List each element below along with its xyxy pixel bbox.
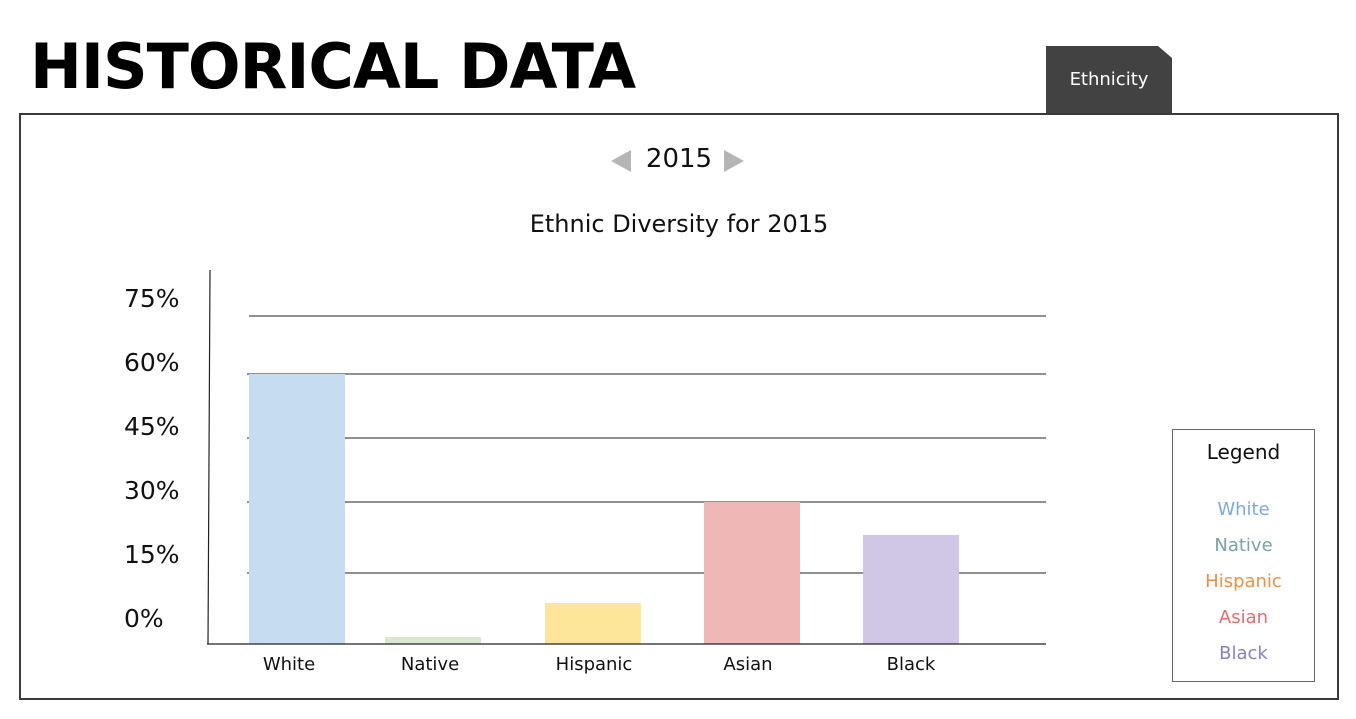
legend-list: White Native Hispanic Asian Black bbox=[1173, 492, 1314, 672]
previous-year-arrow-icon[interactable] bbox=[611, 150, 631, 172]
y-tick-label: 60% bbox=[124, 348, 180, 377]
legend-item-white: White bbox=[1217, 499, 1270, 520]
bar-black bbox=[863, 535, 959, 644]
year-navigator: 2015 bbox=[608, 142, 748, 178]
x-tick-label: Hispanic bbox=[556, 654, 633, 675]
legend-title: Legend bbox=[1206, 440, 1281, 464]
bars bbox=[249, 374, 959, 644]
bar-native bbox=[385, 637, 481, 644]
chart-title: Ethnic Diversity for 2015 bbox=[530, 210, 829, 238]
x-tick-label: Native bbox=[401, 654, 459, 675]
y-tick-label: 75% bbox=[124, 284, 180, 313]
chart-panel bbox=[19, 113, 1339, 700]
legend-item-hispanic: Hispanic bbox=[1205, 571, 1282, 592]
tab-ethnicity-label: Ethnicity bbox=[1069, 68, 1149, 90]
bar-white bbox=[249, 374, 345, 644]
y-tick-label: 0% bbox=[124, 604, 164, 633]
legend-item-black: Black bbox=[1219, 643, 1268, 664]
y-tick-labels: 75% 60% 45% 30% 15% 0% bbox=[124, 284, 180, 633]
x-tick-labels: White Native Hispanic Asian Black bbox=[263, 654, 936, 675]
year-label: 2015 bbox=[645, 144, 713, 174]
gridlines bbox=[247, 315, 1046, 574]
y-tick-label: 15% bbox=[124, 540, 180, 569]
bar-hispanic bbox=[545, 603, 641, 644]
tab-ethnicity[interactable]: Ethnicity bbox=[1046, 46, 1172, 114]
x-tick-label: White bbox=[263, 654, 315, 675]
legend-item-asian: Asian bbox=[1218, 607, 1269, 628]
next-year-arrow-icon[interactable] bbox=[724, 150, 744, 172]
y-tick-label: 30% bbox=[124, 476, 180, 505]
y-axis-line bbox=[207, 269, 211, 645]
page-title: HISTORICAL DATA bbox=[30, 30, 636, 103]
bar-asian bbox=[704, 502, 800, 644]
legend-item-native: Native bbox=[1214, 535, 1273, 556]
x-tick-label: Asian bbox=[723, 654, 772, 675]
legend: Legend White Native Hispanic Asian Black bbox=[1172, 429, 1315, 682]
axes bbox=[207, 269, 1046, 645]
y-tick-label: 45% bbox=[124, 412, 180, 441]
x-tick-label: Black bbox=[887, 654, 936, 675]
